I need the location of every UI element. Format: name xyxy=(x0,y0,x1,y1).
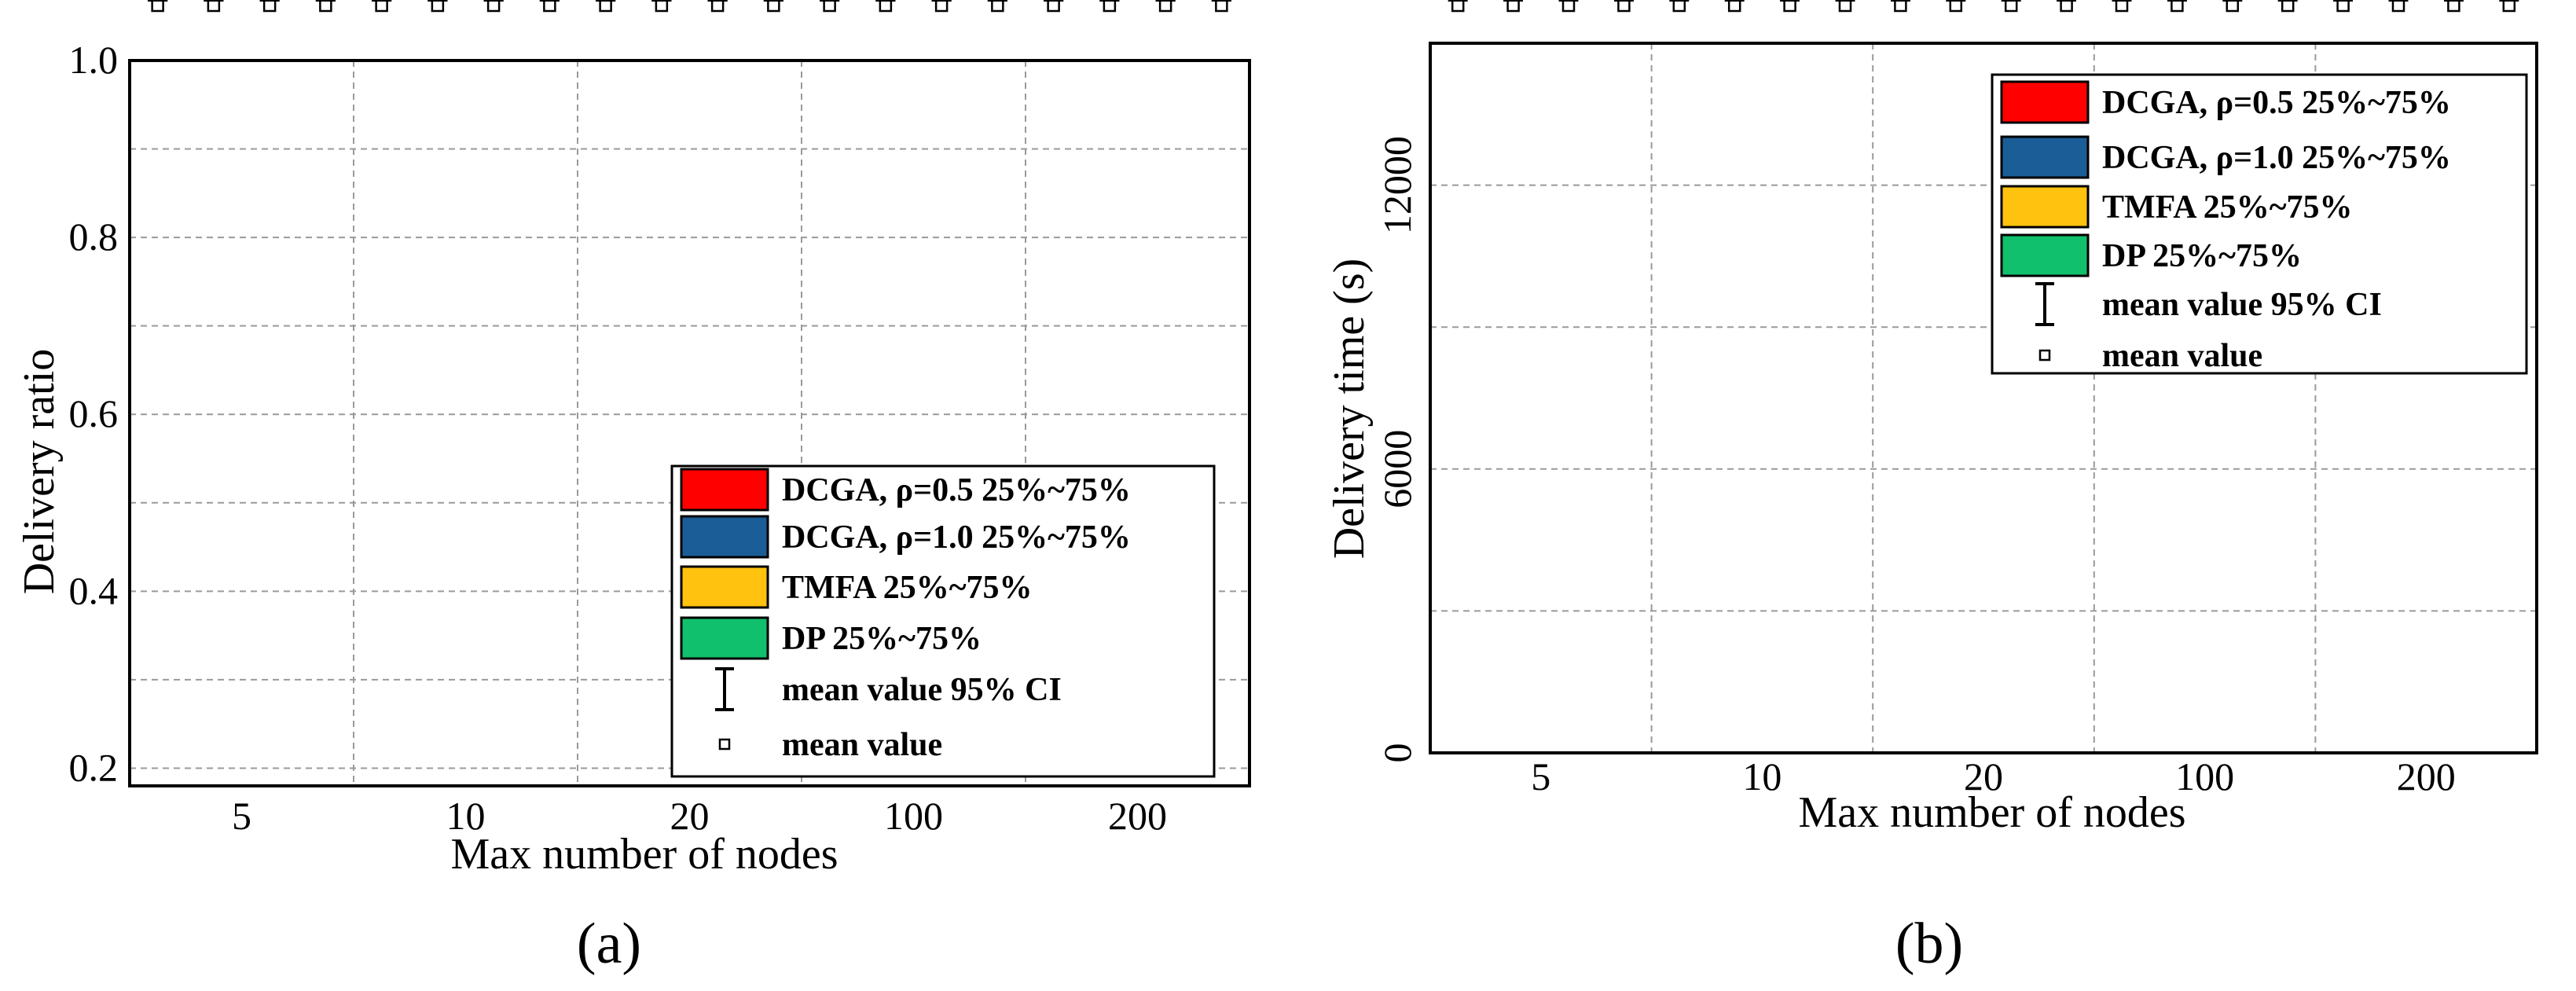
y-tick-label: 1.0 xyxy=(69,38,119,82)
mean-marker xyxy=(1617,0,1631,13)
legend-swatch-tmfa xyxy=(680,565,769,609)
mean-marker xyxy=(207,0,221,13)
legend-label: TMFA 25%~75% xyxy=(782,570,1033,606)
mean-marker xyxy=(1838,0,1852,13)
mean-marker xyxy=(2502,0,2516,13)
mean-marker xyxy=(2226,0,2240,13)
mean-marker xyxy=(1561,0,1576,13)
y-tick-label: 0.8 xyxy=(69,215,119,259)
mean-marker xyxy=(1103,0,1117,13)
mean-marker xyxy=(1215,0,1228,13)
mean-marker xyxy=(2391,0,2405,13)
legend-swatch-tmfa xyxy=(2000,185,2090,229)
legend-swatch-dp xyxy=(2000,233,2090,277)
x-tick-label: 5 xyxy=(232,794,251,838)
legend-swatch-dcga10 xyxy=(680,515,769,559)
mean-marker xyxy=(1949,0,1963,13)
mean-marker xyxy=(1727,0,1741,13)
legend-label: DP 25%~75% xyxy=(782,621,982,657)
mean-marker xyxy=(1894,0,1907,13)
y-tick-label: 0.4 xyxy=(69,568,119,612)
mean-marker xyxy=(1158,0,1172,13)
mean-marker xyxy=(486,0,501,13)
x-tick-label: 100 xyxy=(2175,754,2234,798)
x-tick-label: 20 xyxy=(1964,754,2003,798)
x-tick-label: 20 xyxy=(670,794,710,838)
x-axis-label: Max number of nodes xyxy=(450,830,838,879)
legend-mean-symbol xyxy=(2038,349,2051,362)
mean-marker xyxy=(710,0,725,13)
mean-marker xyxy=(1047,0,1060,13)
legend-swatch-dcga05 xyxy=(2000,80,2090,124)
mean-marker xyxy=(1506,0,1520,13)
y-axis-label: Delivery ratio xyxy=(15,349,64,595)
mean-marker xyxy=(2004,0,2018,13)
x-tick-label: 10 xyxy=(446,794,486,838)
mean-marker xyxy=(991,0,1004,13)
legend-label: DCGA, ρ=1.0 25%~75% xyxy=(2102,140,2451,176)
mean-marker xyxy=(599,0,612,13)
legend-label: TMFA 25%~75% xyxy=(2102,189,2353,226)
x-tick-label: 200 xyxy=(1108,794,1167,838)
x-tick-label: 5 xyxy=(1531,754,1550,798)
mean-marker xyxy=(879,0,893,13)
mean-marker xyxy=(823,0,836,13)
mean-marker xyxy=(767,0,780,13)
mean-marker xyxy=(2060,0,2073,13)
y-tick-label: 6000 xyxy=(1375,430,1419,508)
legend-label: DCGA, ρ=0.5 25%~75% xyxy=(2102,85,2451,121)
y-tick-label: 0.6 xyxy=(69,391,119,435)
mean-marker xyxy=(543,0,556,13)
legend-mean-symbol xyxy=(718,738,731,751)
legend-label: mean value xyxy=(2102,338,2262,374)
x-tick-label: 10 xyxy=(1742,754,1782,798)
legend-swatch-dcga05 xyxy=(680,468,769,512)
mean-marker xyxy=(431,0,445,13)
mean-marker xyxy=(1672,0,1686,13)
mean-marker xyxy=(2115,0,2129,13)
panel-label: (b) xyxy=(1895,912,1963,976)
mean-marker xyxy=(2281,0,2295,13)
mean-marker xyxy=(151,0,164,13)
plot-frame xyxy=(128,59,1251,787)
y-tick-label: 0.2 xyxy=(69,745,119,789)
mean-marker xyxy=(262,0,277,13)
mean-marker xyxy=(655,0,669,13)
x-tick-label: 100 xyxy=(884,794,943,838)
legend-label: mean value 95% CI xyxy=(782,672,1062,708)
mean-marker xyxy=(1451,0,1465,13)
legend-label: DCGA, ρ=1.0 25%~75% xyxy=(782,519,1131,556)
legend-label: DP 25%~75% xyxy=(2102,238,2302,274)
legend-label: DCGA, ρ=0.5 25%~75% xyxy=(782,472,1131,508)
legend-swatch-dp xyxy=(680,616,769,660)
y-tick-label: 0 xyxy=(1375,743,1419,763)
mean-marker xyxy=(2171,0,2184,13)
y-axis-label: Delivery time (s) xyxy=(1325,259,1374,560)
mean-marker xyxy=(2447,0,2460,13)
mean-marker xyxy=(319,0,332,13)
legend-label: mean value xyxy=(782,727,942,763)
legend-swatch-dcga10 xyxy=(2000,135,2090,179)
x-axis-label: Max number of nodes xyxy=(1798,788,2185,837)
y-tick-label: 12000 xyxy=(1375,136,1419,234)
mean-marker xyxy=(2336,0,2350,13)
panel-label: (a) xyxy=(577,912,641,976)
plot-frame xyxy=(1429,42,2538,754)
x-tick-label: 200 xyxy=(2397,754,2456,798)
mean-marker xyxy=(934,0,949,13)
mean-marker xyxy=(375,0,388,13)
chart-delivery-ratio: 0.2 0.4 0.6 0.8 1.0 5 10 20 100 200 Delivery rati… xyxy=(15,0,1251,976)
mean-marker xyxy=(1783,0,1796,13)
legend-label: mean value 95% CI xyxy=(2102,287,2382,323)
